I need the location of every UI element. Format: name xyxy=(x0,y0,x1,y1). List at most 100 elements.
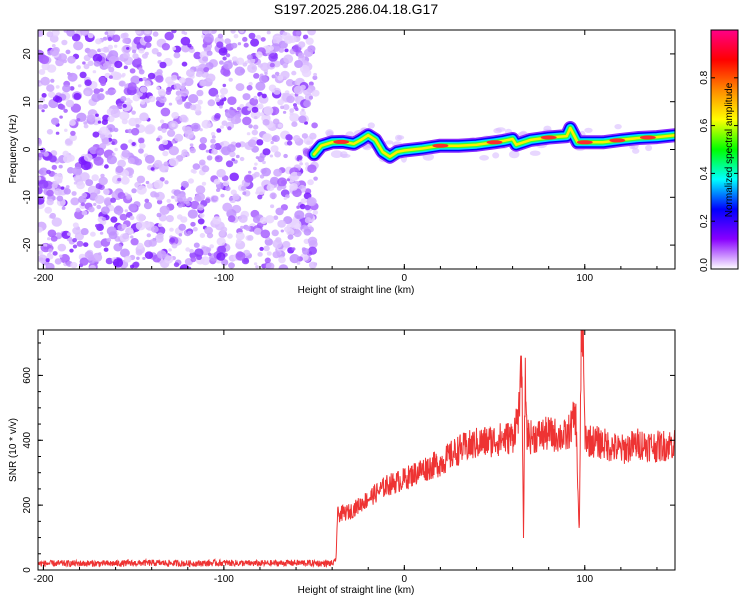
noise-blob xyxy=(51,164,57,170)
noise-blob xyxy=(108,75,113,79)
noise-blob xyxy=(278,264,289,269)
ridge-halo xyxy=(339,151,348,158)
noise-blob xyxy=(108,66,115,73)
noise-blob xyxy=(154,159,163,168)
noise-blob xyxy=(62,84,71,93)
noise-blob xyxy=(219,60,224,65)
noise-blob xyxy=(213,178,221,185)
snr-ylabel: SNR (10 * v/v) xyxy=(8,418,19,482)
noise-blob xyxy=(49,155,57,163)
noise-blob xyxy=(222,180,230,187)
x-tick-label: 0 xyxy=(402,273,408,284)
noise-blob xyxy=(282,110,287,114)
noise-blob xyxy=(184,101,192,109)
noise-blob xyxy=(169,227,174,232)
noise-blob xyxy=(192,169,197,174)
noise-blob xyxy=(81,192,88,198)
noise-blob xyxy=(296,261,301,265)
noise-blob xyxy=(181,61,188,67)
noise-blob xyxy=(140,100,146,105)
noise-blob xyxy=(259,75,268,84)
noise-blob xyxy=(228,262,235,269)
ridge-peak xyxy=(639,135,656,140)
noise-blob xyxy=(41,109,45,113)
noise-blob xyxy=(222,69,231,77)
noise-blob xyxy=(106,30,116,36)
noise-blob xyxy=(253,124,259,130)
y-tick-label: 20 xyxy=(22,48,33,60)
noise-blob xyxy=(289,113,300,123)
noise-blob xyxy=(220,193,225,198)
noise-blob xyxy=(298,115,307,124)
noise-blob xyxy=(67,55,76,64)
noise-blob xyxy=(277,75,284,81)
noise-blob xyxy=(299,110,306,117)
noise-blob xyxy=(278,47,285,53)
noise-blob xyxy=(178,77,186,84)
snr-plot-area xyxy=(38,330,675,569)
noise-blob xyxy=(192,163,200,170)
noise-blob xyxy=(263,106,274,116)
noise-blob xyxy=(69,248,74,253)
noise-blob xyxy=(72,222,79,228)
noise-blob xyxy=(259,174,265,179)
noise-blob xyxy=(210,131,216,137)
noise-blob xyxy=(304,162,309,166)
noise-blob xyxy=(225,186,231,192)
noise-blob xyxy=(82,61,86,65)
noise-blob xyxy=(143,201,153,210)
noise-blob xyxy=(157,250,167,259)
noise-blob xyxy=(95,113,99,117)
noise-blob xyxy=(177,203,183,208)
noise-blob xyxy=(277,220,286,228)
noise-blob xyxy=(125,97,131,103)
noise-blob xyxy=(63,108,68,113)
snr-xlabel: Height of straight line (km) xyxy=(298,585,415,596)
noise-blob xyxy=(273,60,281,68)
noise-blob xyxy=(255,34,262,40)
noise-blob xyxy=(119,213,128,221)
noise-blob xyxy=(297,155,303,161)
ridge-halo xyxy=(385,140,394,145)
noise-blob xyxy=(262,133,273,143)
noise-blob xyxy=(236,238,242,244)
noise-blob xyxy=(42,104,48,109)
noise-blob xyxy=(156,96,161,102)
noise-blob xyxy=(155,75,164,83)
ridge-peak xyxy=(576,140,593,145)
noise-blob xyxy=(227,233,233,239)
noise-blob xyxy=(112,258,124,268)
x-tick-label: -100 xyxy=(214,574,234,585)
noise-blob xyxy=(239,30,245,33)
noise-blob xyxy=(307,164,317,173)
noise-blob xyxy=(128,139,133,144)
noise-blob xyxy=(173,52,181,59)
noise-blob xyxy=(47,237,51,241)
noise-blob xyxy=(97,48,102,53)
noise-blob xyxy=(225,160,234,168)
noise-blob xyxy=(283,197,287,200)
noise-blob xyxy=(58,164,63,169)
noise-blob xyxy=(248,32,256,40)
noise-blob xyxy=(264,72,268,75)
noise-blob xyxy=(96,204,102,210)
noise-blob xyxy=(212,216,222,225)
noise-blob xyxy=(180,88,190,97)
noise-blob xyxy=(171,195,175,199)
noise-blob xyxy=(104,164,109,169)
noise-blob xyxy=(295,30,301,36)
noise-blob xyxy=(51,117,60,126)
noise-blob xyxy=(110,197,116,203)
noise-blob xyxy=(57,243,67,252)
noise-blob xyxy=(102,46,110,53)
noise-blob xyxy=(217,245,227,254)
noise-blob xyxy=(199,213,205,218)
noise-blob xyxy=(247,63,258,73)
noise-blob xyxy=(242,116,252,126)
noise-blob xyxy=(297,52,305,59)
noise-blob xyxy=(38,254,48,264)
noise-blob xyxy=(262,119,270,126)
noise-blob xyxy=(165,90,172,95)
noise-blob xyxy=(243,42,249,48)
noise-blob xyxy=(174,133,184,142)
